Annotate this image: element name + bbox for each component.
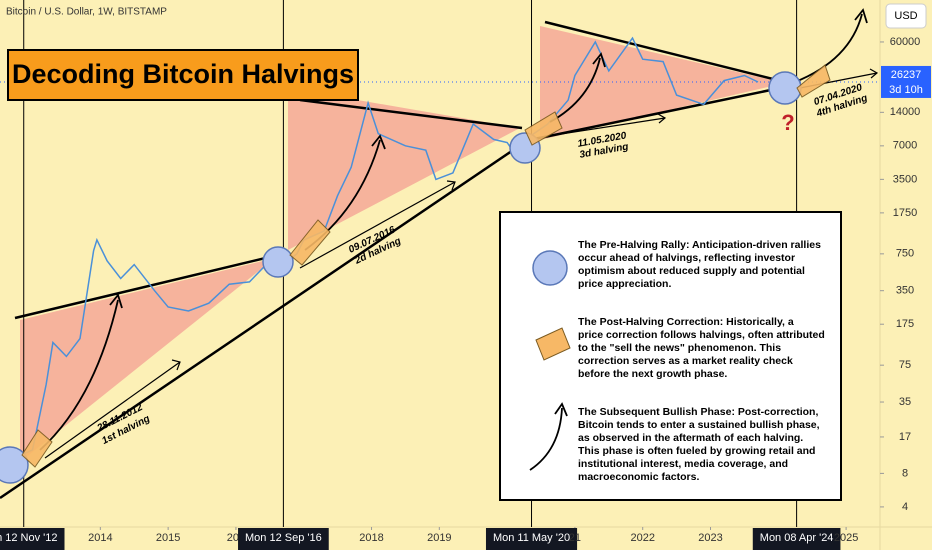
x-tick-label: Mon 11 May '20: [493, 532, 570, 544]
y-tick-label: 350: [896, 285, 914, 297]
legend-text: institutional interest, media coverage, …: [578, 458, 788, 470]
x-tick-highlight: [485, 528, 578, 550]
chart-title: Decoding Bitcoin Halvings: [12, 59, 354, 89]
header: Bitcoin / U.S. Dollar, 1W, BITSTAMP: [6, 7, 167, 18]
legend-text: to the "sell the news" phenomenon. This: [578, 342, 781, 354]
last-price-box: [881, 65, 931, 98]
countdown: 3d 10h: [889, 84, 923, 96]
y-tick-label: 75: [899, 359, 911, 371]
legend-text: occur ahead of halvings, reflecting inve…: [578, 252, 795, 264]
x-tick-label: 2014: [88, 532, 112, 544]
x-tick-highlight: [752, 528, 841, 550]
x-tick-label: 2022: [630, 532, 654, 544]
legend-text: Bitcoin tends to enter a sustained bulli…: [578, 419, 820, 431]
y-tick-label: 60000: [890, 36, 921, 48]
y-tick-label: 7000: [893, 140, 917, 152]
decor: [0, 20, 791, 500]
legend-icon: [532, 250, 568, 286]
decor: [21, 64, 831, 468]
y-tick-label: 8: [902, 467, 908, 479]
y-tick-label: 17: [899, 431, 911, 443]
currency[interactable]: USD: [894, 10, 917, 22]
legend-text: macroeconomic factors.: [578, 471, 699, 483]
legend-icon: [529, 402, 568, 471]
legend-text: The Pre-Halving Rally: Anticipation-driv…: [578, 239, 821, 251]
x-tick-label: 21: [569, 532, 581, 544]
y-tick-label: 3500: [893, 173, 917, 185]
x-tick-label: 2018: [359, 532, 383, 544]
title-box: [7, 49, 359, 101]
y-tick-label: 35: [899, 396, 911, 408]
decor: [0, 71, 802, 484]
x-tick-label: on 12 Nov '12: [0, 532, 58, 544]
y-tick-label: 1750: [893, 207, 917, 219]
x-tick-label: Mon 08 Apr '24: [760, 532, 834, 544]
legend-text: correction serves as a market reality ch…: [578, 355, 793, 367]
legend-text: price appreciation.: [578, 278, 671, 290]
x-tick-highlight: [238, 528, 329, 550]
y-tick-label: 14000: [890, 106, 921, 118]
x-tick-label: Mon 12 Sep '16: [245, 532, 322, 544]
currency-button[interactable]: [885, 3, 927, 29]
y-tick-label: 4: [902, 501, 908, 513]
legend-text: This phase is often fueled by growing re…: [578, 445, 815, 457]
y-tick-label: 175: [896, 318, 914, 330]
legend-text: The Subsequent Bullish Phase: Post-corre…: [578, 406, 818, 418]
x-tick-label: 2019: [427, 532, 451, 544]
question-mark: ?: [781, 110, 794, 135]
x-tick-highlight: [0, 528, 65, 550]
x-tick-label: 2015: [156, 532, 180, 544]
legend-icon: [535, 327, 571, 361]
legend-text: price correction follows halvings, often…: [578, 329, 825, 341]
last-price-label: 26237: [891, 69, 922, 81]
x-tick-label: 2023: [698, 532, 722, 544]
legend-text: before the next growth phase.: [578, 368, 727, 380]
legend-text: as observed in the aftermath of each hal…: [578, 432, 803, 444]
legend-text: optimism about reduced supply and potent…: [578, 265, 805, 277]
legend-text: The Post-Halving Correction: Historicall…: [578, 316, 794, 328]
y-tick-label: 750: [896, 248, 914, 260]
x-tick-label: 2025: [834, 532, 858, 544]
price-line: [23, 36, 759, 455]
